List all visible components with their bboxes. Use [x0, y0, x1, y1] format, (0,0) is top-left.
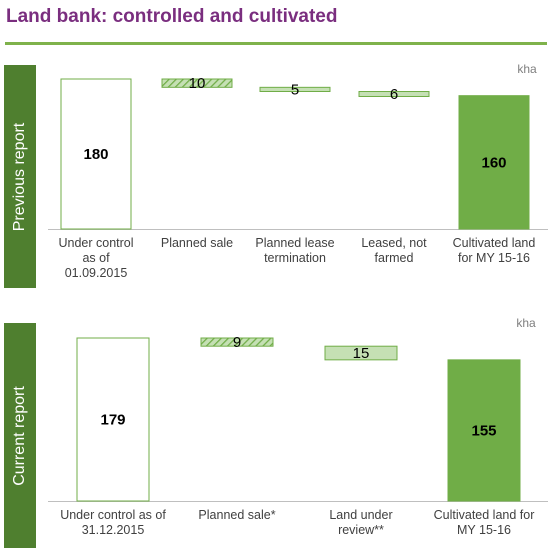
data-label-current-1: 179	[100, 412, 125, 429]
data-label-previous-5: 160	[481, 154, 506, 171]
data-label-previous-1: 180	[83, 146, 108, 163]
category-label-current-2: Planned sale*	[198, 508, 275, 522]
bar-previous-3	[259, 86, 331, 93]
category-label-current-3: Land under review**	[329, 508, 392, 537]
category-label-current-4: Cultivated land for MY 15-16	[434, 508, 535, 537]
bar-current-1	[76, 337, 150, 502]
bar-previous-5	[458, 95, 530, 230]
data-label-previous-4: 6	[390, 86, 398, 103]
bar-previous-4	[358, 91, 430, 97]
data-label-current-4: 155	[471, 422, 496, 439]
page-title: Land bank: controlled and cultivated	[6, 6, 338, 27]
title-divider	[5, 42, 547, 45]
category-label-previous-2: Planned sale	[161, 236, 233, 250]
data-label-current-3: 15	[353, 345, 370, 362]
unit-label-current: kha	[516, 316, 536, 330]
data-label-current-2: 9	[233, 334, 241, 351]
unit-label-previous: kha	[517, 62, 537, 76]
bar-previous-2	[161, 78, 233, 88]
category-label-current-1: Under control as of 31.12.2015	[60, 508, 166, 537]
bar-previous-1	[60, 78, 132, 230]
bar-current-4	[447, 359, 521, 502]
side-label-previous: Previous report	[4, 65, 36, 288]
bar-current-3	[324, 345, 398, 361]
category-label-previous-5: Cultivated land for MY 15-16	[453, 236, 536, 265]
data-label-previous-3: 5	[291, 81, 299, 98]
category-label-previous-4: Leased, not farmed	[361, 236, 427, 265]
side-label-current: Current report	[4, 323, 36, 548]
chart-current: kha 179 Under control as of 31.12.2015 9 Plan…	[48, 316, 548, 537]
bar-current-2	[200, 337, 274, 347]
chart-previous: kha 180 Under control as of 01.09.2015 10 Plan…	[48, 62, 548, 280]
data-label-previous-2: 10	[189, 75, 206, 92]
category-label-previous-1: Under control as of 01.09.2015	[58, 236, 133, 280]
category-label-previous-3: Planned lease termination	[255, 236, 334, 265]
